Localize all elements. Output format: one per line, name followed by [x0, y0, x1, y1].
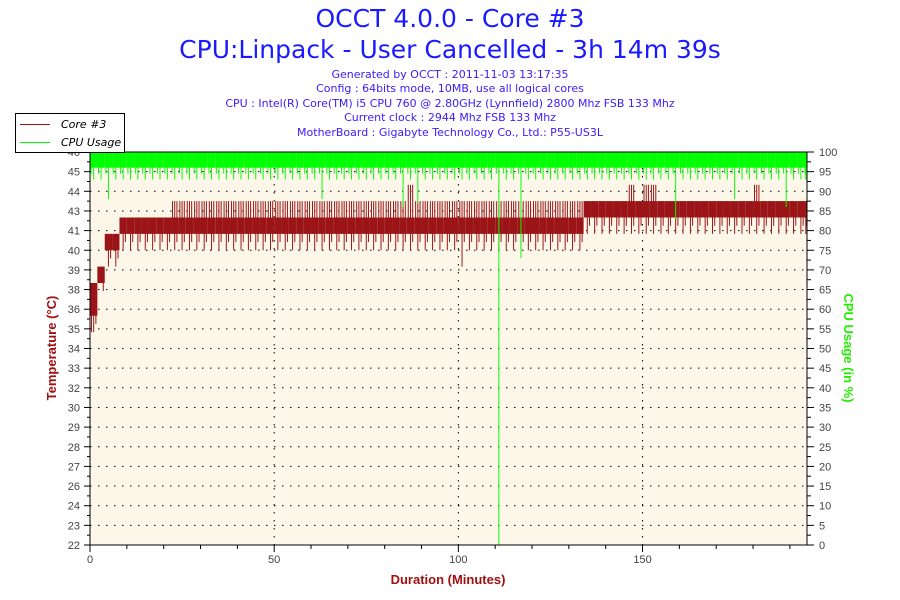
- y-right-tick-label: 85: [819, 206, 831, 218]
- y-right-tick-label: 80: [819, 226, 831, 238]
- y-right-tick-label: 20: [819, 461, 831, 473]
- y-right-tick-label: 100: [819, 147, 837, 159]
- y-right-tick-label: 40: [819, 383, 831, 395]
- legend-item-cpu-usage: CPU Usage: [20, 133, 121, 151]
- y-right-tick-label: 70: [819, 265, 831, 277]
- chart-subtitle: CPU:Linpack - User Cancelled - 3h 14m 39…: [179, 35, 721, 64]
- y-right-tick-label: 0: [819, 540, 825, 552]
- y-left-tick-label: 36: [68, 304, 80, 316]
- x-tick-label: 100: [449, 554, 467, 566]
- y-right-tick-label: 50: [819, 344, 831, 356]
- y-right-tick-label: 55: [819, 324, 831, 336]
- y-left-tick-label: 24: [68, 501, 80, 513]
- y-right-tick-label: 45: [819, 363, 831, 375]
- x-axis-title: Duration (Minutes): [391, 572, 506, 587]
- info-clock: Current clock : 2944 Mhz FSB 133 Mhz: [344, 111, 556, 125]
- x-tick-label: 0: [87, 554, 93, 566]
- legend-swatch-cpu-usage: [20, 141, 50, 143]
- y-left-tick-label: 35: [68, 324, 80, 336]
- y-right-tick-label: 30: [819, 422, 831, 434]
- y-left-tick-label: 29: [68, 422, 80, 434]
- y-right-tick-label: 10: [819, 501, 831, 513]
- legend-label-cpu-usage: CPU Usage: [61, 135, 122, 149]
- y-right-tick-label: 35: [819, 402, 831, 414]
- legend: Core #3 CPU Usage: [15, 113, 125, 153]
- legend-label-core3: Core #3: [61, 117, 107, 131]
- info-generated: Generated by OCCT : 2011-11-03 13:17:35: [331, 68, 569, 81]
- run-info: Generated by OCCT : 2011-11-03 13:17:35 …: [0, 68, 900, 140]
- y-left-tick-label: 39: [68, 265, 80, 277]
- chart-title: OCCT 4.0.0 - Core #3: [315, 4, 585, 33]
- x-tick-label: 50: [268, 554, 280, 566]
- y-left-tick-label: 22: [68, 540, 80, 552]
- info-config: Config : 64bits mode, 10MB, use all logi…: [316, 82, 584, 96]
- y-right-tick-label: 5: [819, 520, 825, 532]
- info-cpu: CPU : Intel(R) Core(TM) i5 CPU 760 @ 2.8…: [225, 96, 675, 110]
- y-left-tick-label: 43: [68, 206, 80, 218]
- y-left-tick-label: 32: [68, 383, 80, 395]
- legend-item-core3: Core #3: [20, 115, 106, 133]
- legend-swatch-core3: [20, 123, 50, 125]
- y-right-tick-label: 65: [819, 285, 831, 297]
- y-left-tick-label: 44: [68, 186, 80, 198]
- x-tick-label: 150: [633, 554, 651, 566]
- y-right-tick-label: 60: [819, 304, 831, 316]
- y-right-tick-label: 25: [819, 442, 831, 454]
- y-right-tick-label: 90: [819, 186, 831, 198]
- y-left-tick-label: 38: [68, 285, 80, 297]
- y-left-tick-label: 26: [68, 481, 80, 493]
- y-left-axis-title: Temperature (°C): [44, 296, 59, 401]
- y-left-tick-label: 41: [68, 226, 80, 238]
- y-left-tick-label: 40: [68, 245, 80, 257]
- y-left-tick-label: 34: [68, 344, 80, 356]
- y-right-axis-title: CPU Usage (in %): [841, 293, 856, 402]
- y-left-tick-label: 45: [68, 167, 80, 179]
- y-left-tick-label: 30: [68, 402, 80, 414]
- info-motherboard: MotherBoard : Gigabyte Technology Co., L…: [297, 125, 603, 139]
- y-left-tick-label: 27: [68, 461, 80, 473]
- y-right-tick-label: 95: [819, 167, 831, 179]
- y-right-tick-label: 15: [819, 481, 831, 493]
- y-left-tick-label: 23: [68, 520, 80, 532]
- y-right-tick-label: 75: [819, 245, 831, 257]
- y-left-tick-label: 33: [68, 363, 80, 375]
- y-left-tick-label: 28: [68, 442, 80, 454]
